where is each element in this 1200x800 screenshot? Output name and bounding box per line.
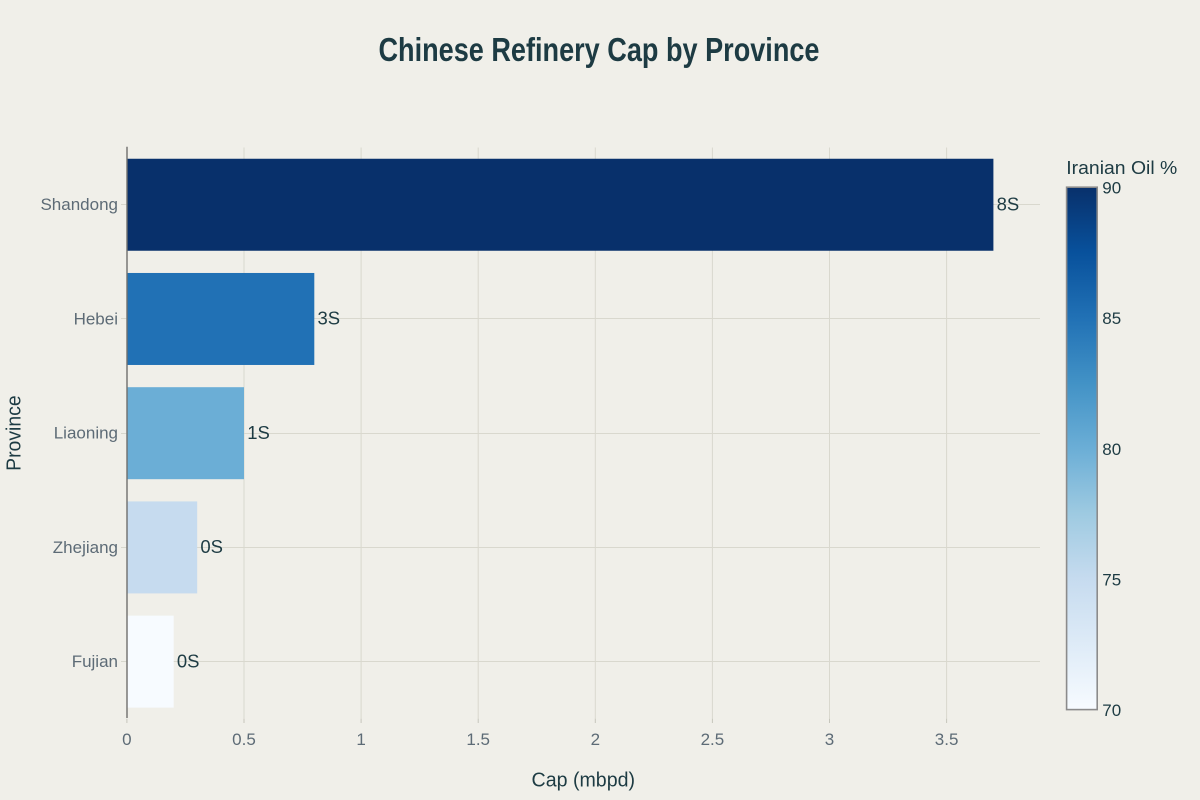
svg-text:Shandong: Shandong bbox=[40, 195, 118, 214]
svg-text:Liaoning: Liaoning bbox=[54, 424, 118, 443]
svg-text:3: 3 bbox=[825, 730, 834, 749]
svg-text:70: 70 bbox=[1102, 701, 1121, 720]
svg-text:0: 0 bbox=[122, 730, 131, 749]
svg-text:1S: 1S bbox=[247, 422, 270, 443]
svg-text:1.5: 1.5 bbox=[466, 730, 490, 749]
svg-text:Iranian Oil %: Iranian Oil % bbox=[1066, 158, 1177, 178]
svg-text:Chinese Refinery Cap by Provin: Chinese Refinery Cap by Province bbox=[379, 31, 820, 68]
svg-text:2.5: 2.5 bbox=[701, 730, 725, 749]
svg-text:8S: 8S bbox=[997, 193, 1020, 214]
svg-text:90: 90 bbox=[1102, 179, 1121, 198]
svg-text:Hebei: Hebei bbox=[74, 309, 118, 328]
svg-text:0.5: 0.5 bbox=[232, 730, 256, 749]
svg-text:75: 75 bbox=[1102, 570, 1121, 589]
svg-text:0S: 0S bbox=[177, 650, 200, 671]
svg-text:Zhejiang: Zhejiang bbox=[53, 538, 118, 557]
svg-text:Province: Province bbox=[3, 395, 25, 471]
svg-text:3.5: 3.5 bbox=[935, 730, 959, 749]
svg-text:Fujian: Fujian bbox=[72, 652, 118, 671]
svg-text:Cap (mbpd): Cap (mbpd) bbox=[532, 769, 636, 791]
svg-text:0S: 0S bbox=[200, 536, 223, 557]
svg-text:85: 85 bbox=[1102, 309, 1121, 328]
svg-text:2: 2 bbox=[591, 730, 600, 749]
svg-text:3S: 3S bbox=[318, 308, 341, 329]
svg-text:1: 1 bbox=[356, 730, 365, 749]
svg-text:80: 80 bbox=[1102, 440, 1121, 459]
